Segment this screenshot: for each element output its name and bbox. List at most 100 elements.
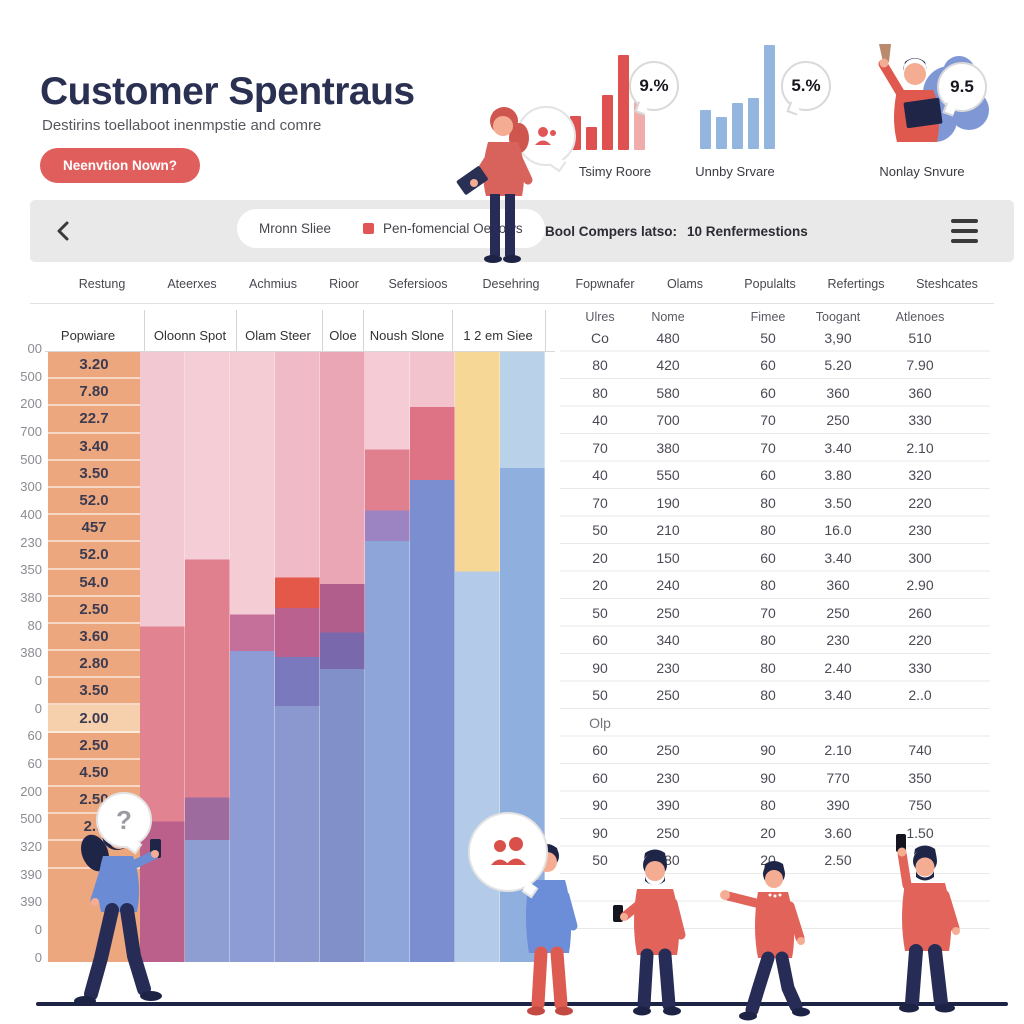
mini-bar	[764, 45, 775, 149]
table-row: 70 380 70 3.40 2.10	[592, 439, 934, 456]
column-header: Steshcates	[916, 277, 978, 291]
value-cell: 54.0	[48, 570, 140, 597]
page-title: Customer Spentraus	[40, 70, 415, 113]
column-header: Populalts	[744, 277, 796, 291]
bearded-man-with-phone-illustration	[613, 849, 686, 1016]
value-cell: 2.50	[48, 597, 140, 624]
axis-label: 80	[27, 617, 42, 633]
column-header: Refertings	[827, 277, 885, 291]
table-row: 40 550 60 3.80 320	[592, 467, 932, 484]
status-label: Bool Compers latso:	[545, 223, 678, 239]
mini-bar	[618, 55, 629, 150]
legend-item-2: Pen-fomencial Oenows	[383, 221, 523, 236]
stat-badge: 5.%	[781, 61, 831, 111]
value-cell: 3.60	[48, 624, 140, 652]
header-divider	[30, 303, 994, 304]
subheader-divider	[144, 310, 145, 351]
table-column-header: Nome	[651, 310, 685, 324]
axis-label: 230	[20, 534, 42, 550]
axis-label: 380	[20, 590, 42, 606]
table-row: Olp	[589, 714, 611, 731]
stacked-column	[410, 352, 455, 962]
axis-label: 700	[20, 424, 42, 440]
value-cell: 2.80	[48, 651, 140, 679]
table-row: 50 250 80 3.40 2..0	[592, 687, 932, 704]
axis-label: 320	[20, 839, 42, 855]
table-column-header: Atlenoes	[895, 310, 945, 324]
axis-label: 200	[20, 396, 42, 412]
axis-label: 390	[20, 866, 42, 882]
column-header: Desehring	[482, 277, 540, 291]
page-subtitle: Destirins toellaboot inenmpstie and comr…	[42, 117, 322, 134]
subheader-divider	[545, 310, 546, 351]
chart-subheader: 1 2 em Siee	[463, 328, 533, 343]
stacked-column	[230, 352, 275, 962]
stacked-column	[320, 352, 365, 962]
subheader-divider	[363, 310, 364, 351]
chart-subheader: Oloe	[329, 328, 357, 343]
chart-subheader: Oloonn Spot	[153, 328, 227, 343]
axis-label: 00	[27, 341, 42, 356]
people-group-icon	[491, 837, 526, 865]
gesturing-person-illustration	[720, 861, 810, 1021]
axis-label: 500	[20, 368, 42, 384]
y-axis-labels: 00 500 200 700 500 300 400 230 350 380 80 380 0 0 60 60…	[0, 342, 42, 964]
mini-bar	[602, 95, 613, 150]
stacked-column	[185, 352, 230, 962]
red-square-icon	[363, 223, 375, 234]
axis-label: 0	[34, 700, 42, 716]
cta-button[interactable]: Neenvtion Nown?	[40, 148, 200, 183]
axis-label: 500	[20, 811, 42, 827]
table-header-row: Ulres Nome Fimee Toogant Atlenoes	[560, 310, 990, 328]
value-cell: 3.20	[48, 352, 140, 380]
person-chat-icon	[535, 127, 556, 145]
table-row: 60 340 80 230 220	[592, 632, 932, 649]
stat-label: Nonlay Snvure	[879, 164, 965, 179]
axis-label: 400	[20, 507, 42, 523]
value-cell: 3.50	[48, 461, 140, 488]
table-row: 80 580 60 360 360	[592, 384, 932, 401]
subheader-divider	[452, 310, 453, 351]
table-row: 60 250 90 2.10 740	[592, 742, 932, 759]
column-header: Sefersioos	[388, 277, 448, 291]
axis-label: 200	[20, 783, 42, 799]
stat-badge: 9.%	[629, 61, 679, 111]
value-cell: 3.40	[48, 434, 140, 461]
axis-label: 350	[20, 562, 42, 578]
column-header-row: Restung Ateerxes Achmius Rioor Sefersioos Des…	[0, 277, 1024, 297]
axis-label: 390	[20, 894, 42, 910]
mini-bar-chart-blue	[700, 44, 775, 149]
table-row: 60 230 90 770 350	[592, 769, 932, 786]
chart-subheader: Noush Slone	[369, 328, 445, 343]
axis-label: 0	[34, 922, 42, 938]
bottom-rule	[36, 1002, 1008, 1006]
table-column-header: Ulres	[585, 310, 615, 324]
table-column-header: Toogant	[815, 310, 861, 324]
status-text: Bool Compers latso: 10 Renfermestions	[545, 200, 808, 262]
table-row: 50 250 70 250 260	[592, 604, 932, 621]
value-cell: 22.7	[48, 406, 140, 434]
data-table: Co 480 50 3,90 510 80 420 60 5.20 7.90 8…	[560, 324, 990, 936]
chart-subheader: Popwiare	[60, 328, 116, 343]
table-row: 90 390 80 390 750	[592, 797, 932, 814]
column-header: Achmius	[249, 277, 297, 291]
mini-bar	[716, 117, 727, 149]
hamburger-menu-icon[interactable]	[951, 219, 978, 243]
value-cell: 457	[48, 515, 140, 543]
table-row: 90 250 20 3.60 1.50	[592, 824, 934, 841]
column-header: Olams	[666, 277, 704, 291]
back-chevron-icon[interactable]	[52, 219, 76, 243]
table-row: 20 240 80 360 2.90	[592, 577, 934, 594]
axis-label: 60	[27, 728, 42, 744]
column-header: Fopwnafer	[575, 277, 635, 291]
column-header: Rioor	[329, 277, 359, 291]
stacked-column	[275, 352, 320, 962]
axis-label: 60	[27, 756, 42, 772]
people-group-bubble	[468, 812, 548, 892]
value-cell: 2.50	[48, 733, 140, 760]
status-value: 10 Renfermestions	[687, 223, 808, 239]
table-row: 20 150 60 3.40 300	[592, 549, 932, 566]
axis-label: 0	[34, 673, 42, 689]
chart-subheader: Olam Steer	[245, 328, 311, 343]
